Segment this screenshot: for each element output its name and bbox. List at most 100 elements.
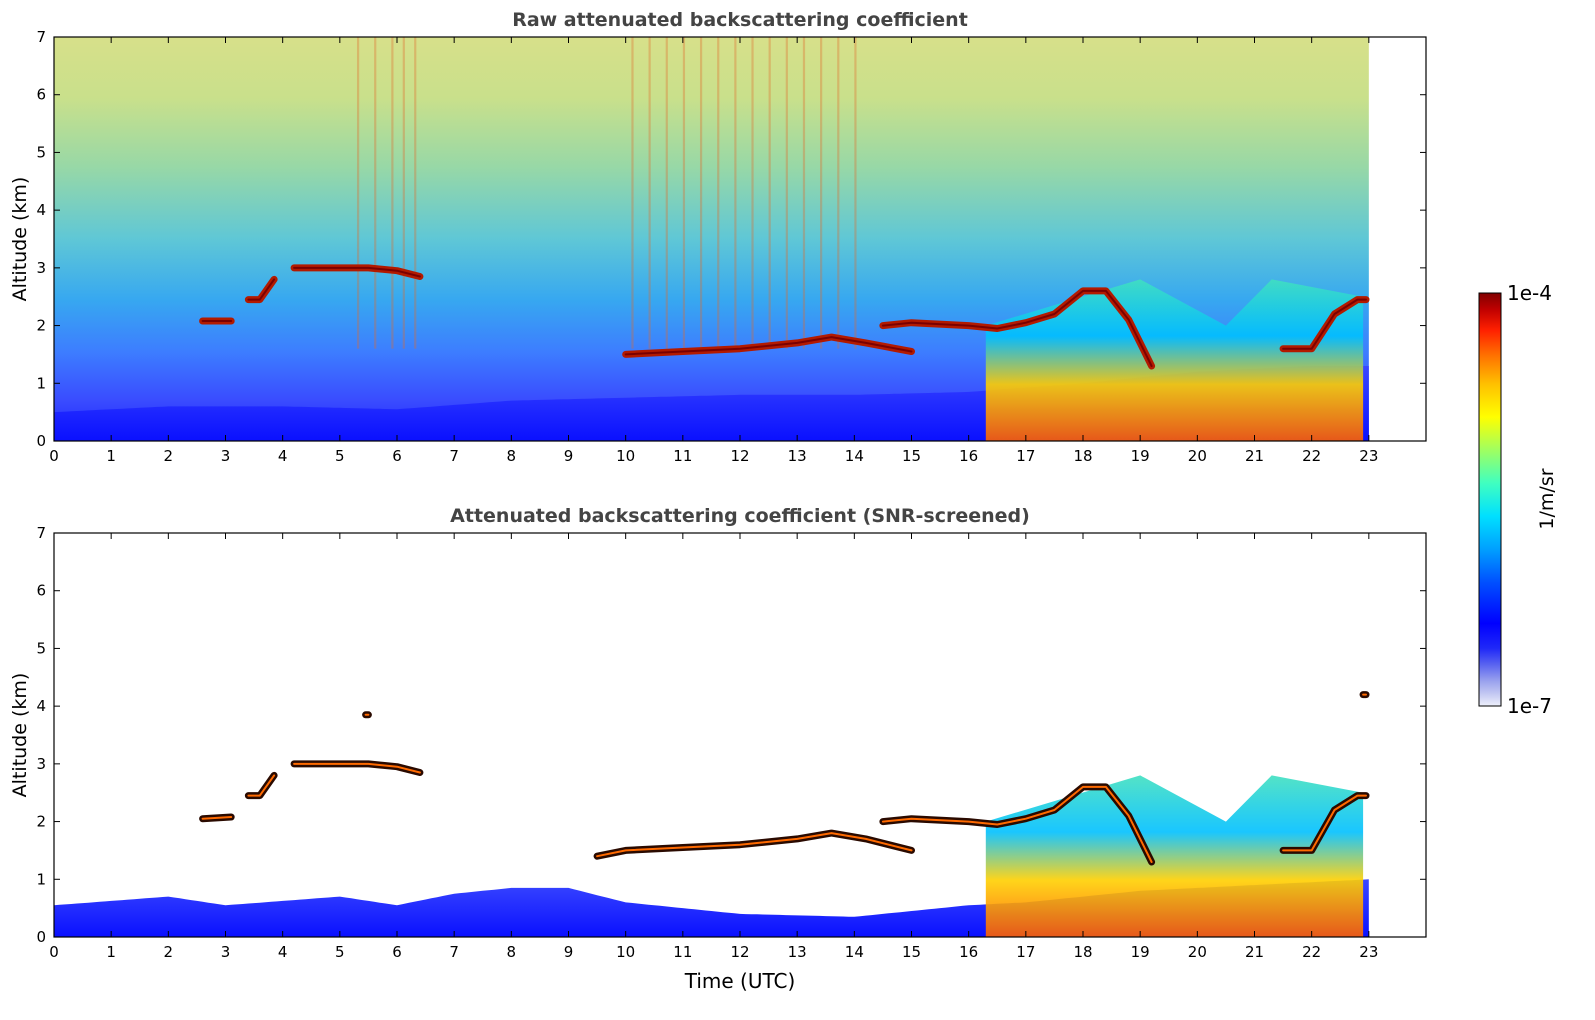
colorbar-unit-label: 1/m/sr [1536, 468, 1558, 529]
cloud-layer-core [1282, 794, 1367, 852]
noise-streak [802, 37, 806, 349]
noise-streak [414, 37, 417, 349]
x-tick-label: 7 [449, 943, 459, 961]
x-tick-label: 20 [1188, 447, 1207, 465]
x-axis-ticks: 0 1 2 3 4 5 6 7 8 9 10 11 12 13 14 15 16 17 18 19 20 21 22 23 [49, 533, 1378, 961]
noise-streak [854, 37, 857, 349]
x-tick-label: 3 [221, 447, 231, 465]
x-tick-label: 22 [1302, 447, 1321, 465]
x-tick-label: 15 [902, 943, 921, 961]
y-tick-label: 7 [36, 524, 46, 542]
precipitation-region [985, 279, 1364, 441]
x-tick-label: 12 [730, 447, 749, 465]
x-tick-label: 17 [1016, 447, 1035, 465]
x-tick-label: 6 [392, 447, 402, 465]
x-tick-label: 7 [449, 447, 459, 465]
cloud-layer-core [881, 785, 1153, 863]
panel-snr-screened: Attenuated backscattering coefficient (S… [9, 505, 1427, 993]
x-tick-label: 13 [788, 447, 807, 465]
x-tick-label: 10 [616, 447, 635, 465]
heatmap-field [54, 37, 1370, 441]
cloud-layer-core [293, 762, 421, 774]
x-axis-label: Time (UTC) [684, 969, 796, 993]
y-tick-label: 4 [36, 697, 46, 715]
x-tick-label: 5 [335, 447, 345, 465]
cloud-layer-core [201, 816, 233, 820]
x-tick-label: 21 [1245, 447, 1264, 465]
y-tick-label: 5 [36, 639, 46, 657]
noise-streak [699, 37, 703, 349]
x-tick-label: 3 [221, 943, 231, 961]
x-tick-label: 21 [1245, 943, 1264, 961]
noise-streak [785, 37, 788, 349]
noise-streak [374, 37, 377, 349]
x-tick-label: 1 [106, 447, 116, 465]
x-tick-label: 0 [49, 447, 59, 465]
x-tick-label: 18 [1073, 943, 1092, 961]
x-tick-label: 12 [730, 943, 749, 961]
noise-streak [648, 37, 651, 349]
x-tick-label: 23 [1359, 943, 1378, 961]
panel-title: Attenuated backscattering coefficient (S… [450, 505, 1030, 527]
panel-title: Raw attenuated backscattering coefficien… [512, 9, 968, 31]
y-tick-label: 0 [36, 928, 46, 946]
noise-streak [402, 37, 405, 349]
cloud-layer-core [596, 832, 913, 858]
colorbar-max-label: 1e-4 [1507, 281, 1552, 305]
y-tick-label: 1 [36, 374, 46, 392]
x-tick-label: 0 [49, 943, 59, 961]
x-tick-label: 16 [959, 447, 978, 465]
x-tick-label: 6 [392, 943, 402, 961]
x-tick-label: 8 [507, 447, 517, 465]
noise-streak [751, 37, 754, 349]
x-tick-label: 22 [1302, 943, 1321, 961]
noise-streak [837, 37, 840, 349]
y-axis-label: Altitude (km) [9, 177, 31, 302]
x-tick-label: 2 [164, 447, 174, 465]
noise-streak [734, 37, 737, 349]
y-axis-label: Altitude (km) [9, 673, 31, 798]
y-tick-label: 3 [36, 755, 46, 773]
x-tick-label: 19 [1131, 943, 1150, 961]
x-tick-label: 5 [335, 943, 345, 961]
noise-streak [768, 37, 771, 349]
x-tick-label: 13 [788, 943, 807, 961]
x-tick-label: 9 [564, 447, 574, 465]
y-tick-label: 2 [36, 813, 46, 831]
y-tick-label: 3 [36, 259, 46, 277]
x-tick-label: 18 [1073, 447, 1092, 465]
x-tick-label: 11 [673, 447, 692, 465]
y-axis-ticks: 0 1 2 3 4 5 6 7 [36, 28, 1426, 450]
x-tick-label: 16 [959, 943, 978, 961]
y-tick-label: 2 [36, 317, 46, 335]
y-axis-ticks: 0 1 2 3 4 5 6 7 [36, 524, 1426, 946]
noise-streak [665, 37, 668, 349]
cloud-layer-core [293, 266, 421, 278]
x-tick-label: 15 [902, 447, 921, 465]
x-tick-label: 4 [278, 447, 288, 465]
x-tick-label: 11 [673, 943, 692, 961]
x-tick-label: 2 [164, 943, 174, 961]
cloud-layer-core [247, 774, 276, 797]
x-tick-label: 8 [507, 943, 517, 961]
noise-streak [820, 37, 823, 349]
y-tick-label: 4 [36, 201, 46, 219]
noise-streak [682, 37, 686, 349]
noise-streak [717, 37, 720, 349]
heatmap-field [54, 691, 1370, 937]
y-tick-label: 0 [36, 432, 46, 450]
noise-streak [391, 37, 394, 349]
x-axis-ticks: 0 1 2 3 4 5 6 7 8 9 10 11 12 13 14 15 16 17 18 19 20 21 22 23 [49, 37, 1378, 465]
x-tick-label: 9 [564, 943, 574, 961]
x-tick-label: 20 [1188, 943, 1207, 961]
y-tick-label: 7 [36, 28, 46, 46]
x-tick-label: 1 [106, 943, 116, 961]
cloud-layer-core [247, 278, 276, 301]
x-tick-label: 14 [845, 943, 864, 961]
precipitation-region [985, 775, 1364, 937]
cloud-layer-core [881, 289, 1153, 367]
y-tick-label: 6 [36, 86, 46, 104]
noise-streak [631, 37, 634, 349]
x-tick-label: 4 [278, 943, 288, 961]
